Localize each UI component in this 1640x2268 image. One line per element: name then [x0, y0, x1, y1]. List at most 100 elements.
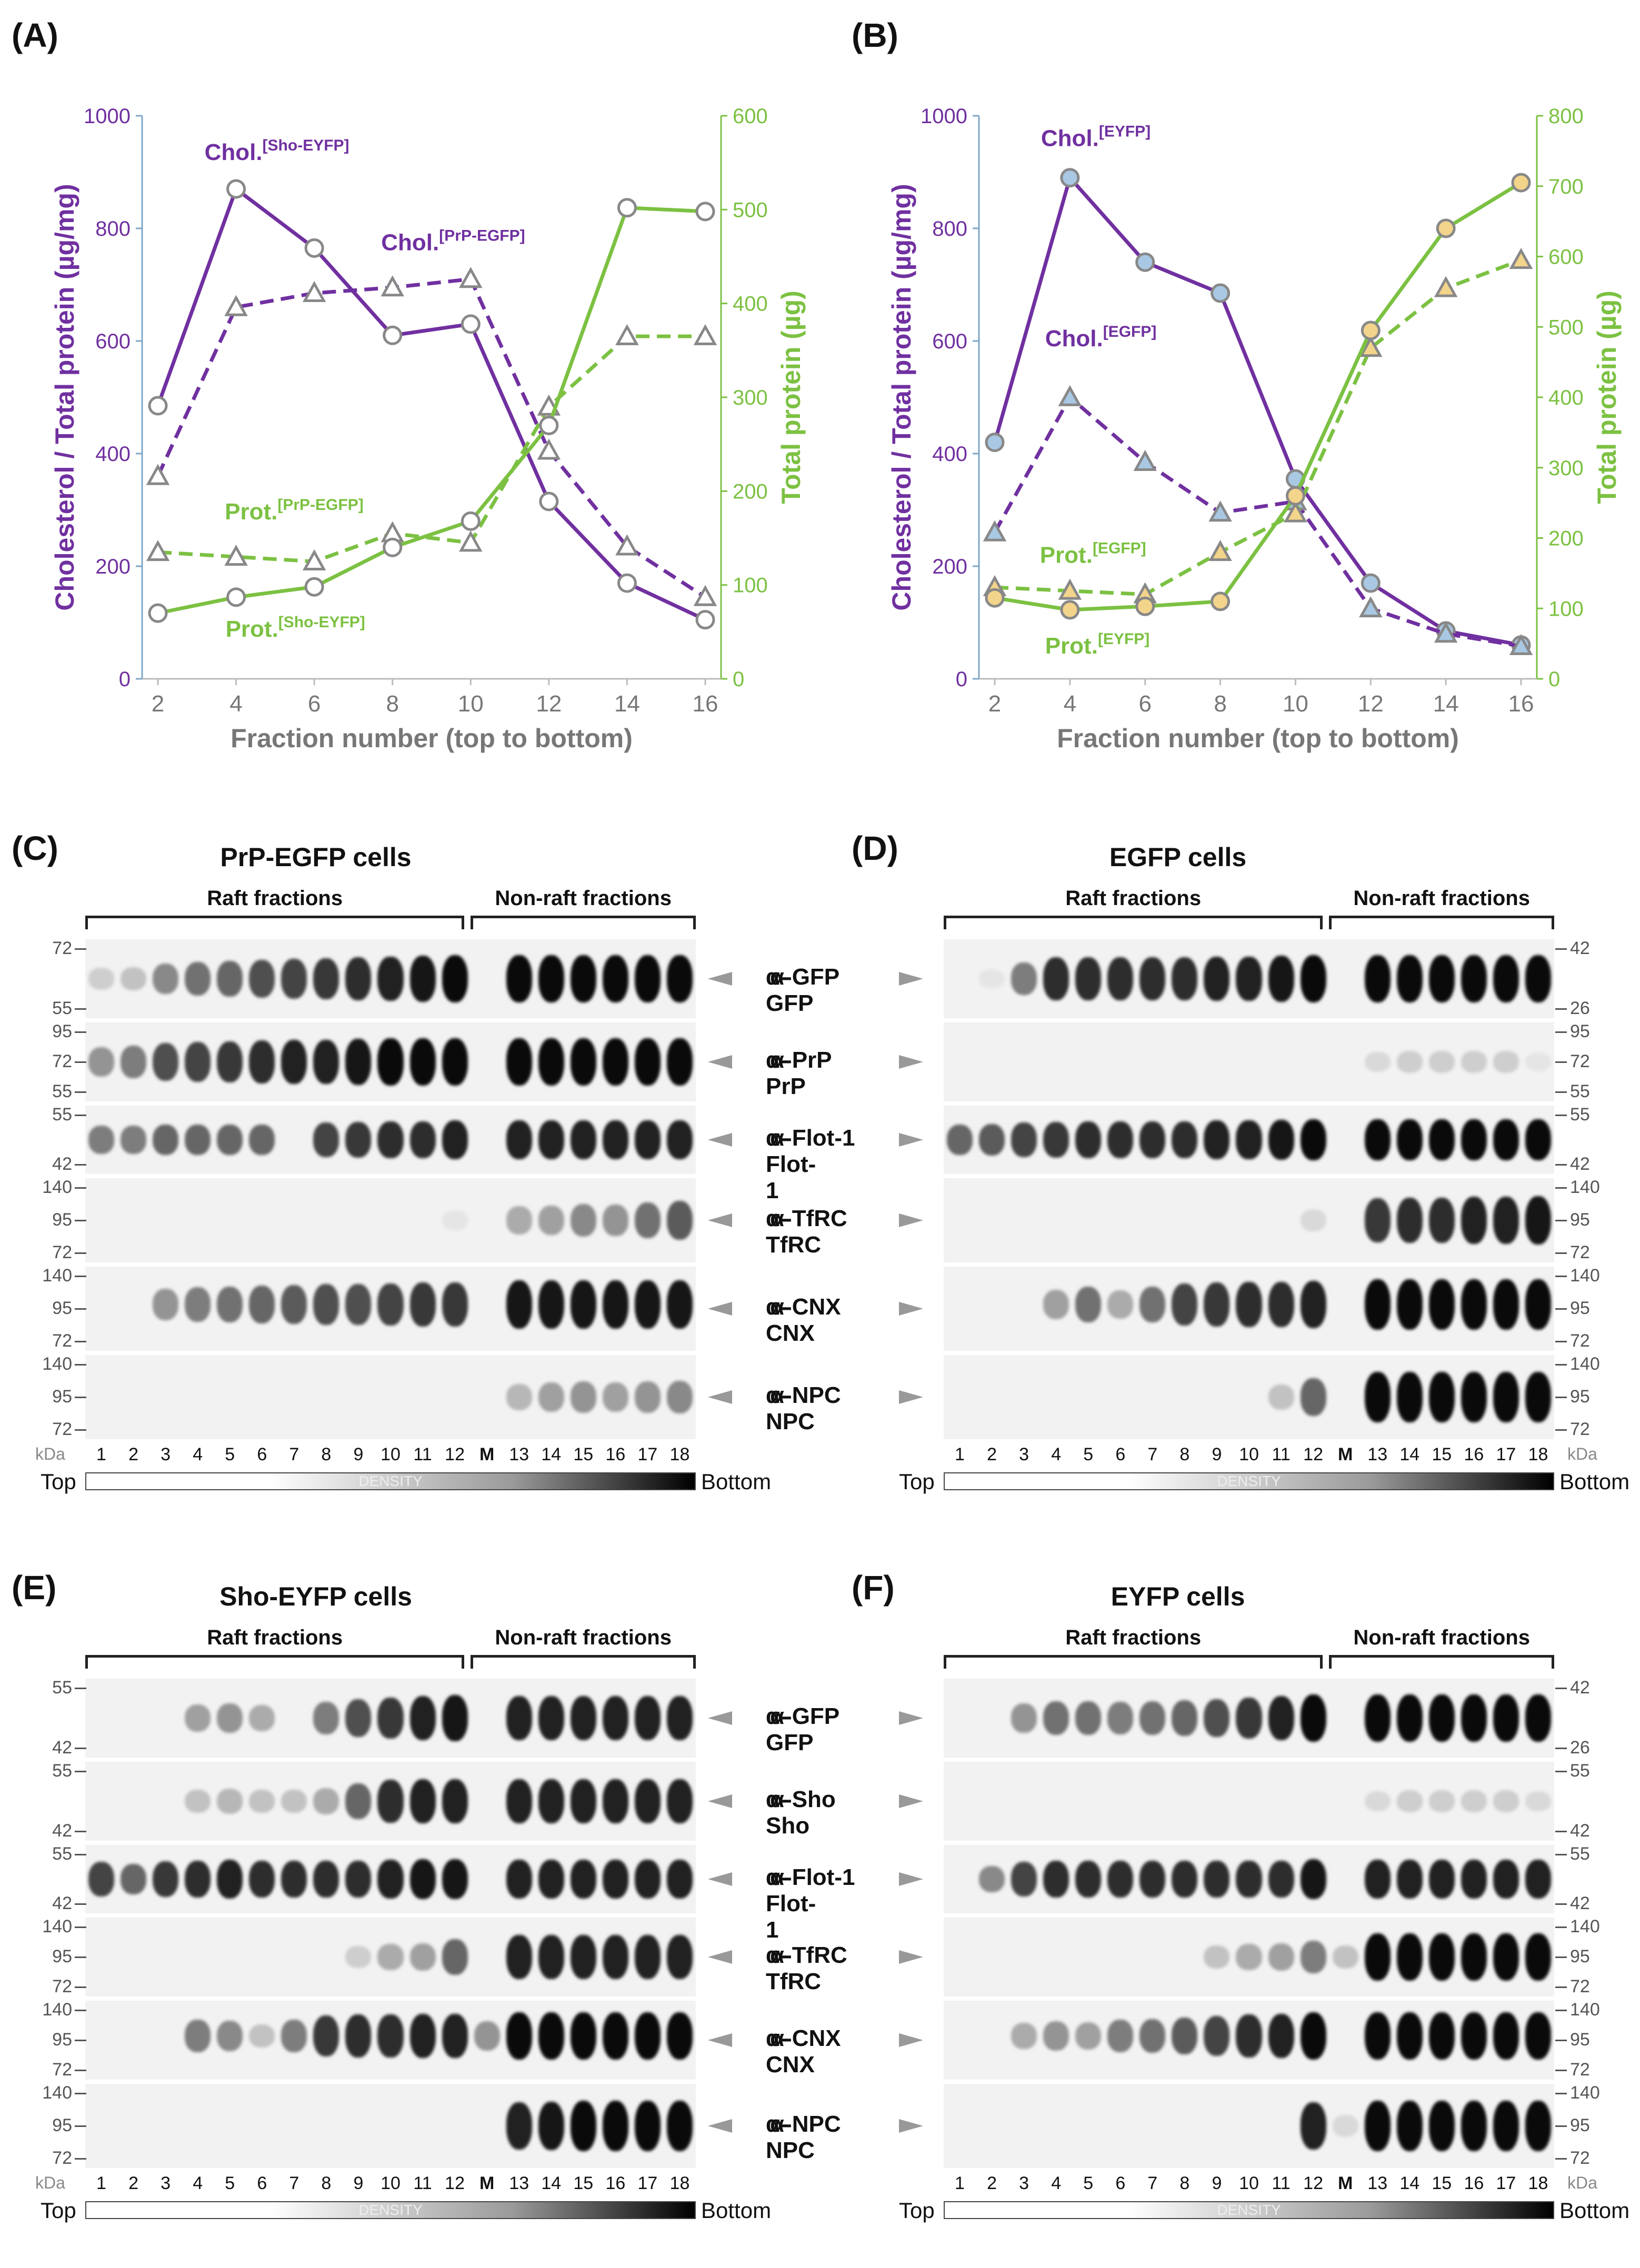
data-point	[985, 433, 1005, 453]
lane-number: 7	[1147, 2173, 1158, 2193]
x-tick-label: 2	[152, 691, 164, 717]
y-axis-label-left: Cholesterol / Total protein (µg/mg)	[887, 184, 916, 610]
nonraft-bracket	[1329, 1655, 1554, 1669]
data-point	[146, 540, 170, 561]
data-point	[617, 573, 637, 593]
blot-band	[634, 1120, 661, 1159]
blot-band	[1204, 956, 1230, 1001]
density-label: DENSITY	[1217, 1473, 1281, 1489]
blot-band	[153, 1124, 179, 1156]
mw-marker: 140	[1570, 1354, 1600, 1374]
blot-band	[1236, 1281, 1262, 1328]
blot-band	[1428, 955, 1455, 1002]
lane-number: 13	[509, 1444, 529, 1464]
blot-band	[1525, 1119, 1551, 1160]
series-line	[156, 186, 706, 621]
data-point	[1361, 573, 1381, 593]
mw-tick	[75, 2070, 86, 2071]
blot-band	[249, 1124, 275, 1156]
blot-band	[1396, 2101, 1423, 2151]
blot-band	[409, 1695, 436, 1741]
data-point	[224, 295, 248, 316]
band-arrow-icon	[899, 1213, 923, 1227]
series-line	[994, 181, 1522, 612]
lane-number: 1	[955, 2173, 965, 2193]
data-point	[1135, 596, 1155, 616]
density-top-label: Top	[41, 2198, 76, 2223]
blot-band	[602, 1695, 628, 1741]
data-point	[1361, 320, 1381, 340]
lane-number: 17	[637, 1444, 658, 1464]
lane-number: 8	[1179, 1444, 1190, 1464]
series-line	[157, 334, 705, 564]
data-point	[1208, 540, 1232, 561]
blot-band	[634, 955, 661, 1002]
mw-tick	[1555, 1187, 1567, 1189]
left-tick-label: 0	[119, 668, 131, 691]
blot-band	[1493, 1279, 1519, 1330]
x-tick-label: 14	[614, 691, 640, 717]
blot-band	[1139, 957, 1166, 1000]
data-point	[1359, 596, 1383, 618]
raft-label: Raft fractions	[1065, 887, 1202, 910]
blot-band	[1107, 2020, 1134, 2052]
blot-band	[1075, 1121, 1102, 1159]
mw-tick	[1555, 1831, 1567, 1832]
mw-tick	[75, 1926, 86, 1928]
mw-tick	[75, 1031, 86, 1033]
mw-tick	[1555, 1429, 1567, 1431]
blot-band	[1204, 1699, 1230, 1738]
lane-number: 18	[669, 1444, 690, 1464]
blot-strip	[944, 1355, 1554, 1439]
mw-marker: 72	[52, 1419, 72, 1439]
blot-band	[1461, 1279, 1487, 1330]
raft-bracket	[85, 1655, 465, 1669]
blot-band	[313, 1788, 339, 1815]
data-point	[1211, 591, 1231, 611]
blot-band	[602, 2101, 628, 2151]
blot-band	[1525, 1791, 1551, 1812]
blot-strip	[944, 2084, 1554, 2168]
data-point	[148, 396, 168, 416]
blot-band	[506, 2102, 532, 2150]
blot-band	[1268, 2013, 1294, 2059]
blot-strip	[944, 1022, 1554, 1101]
blot-band	[666, 1038, 693, 1086]
band-arrow-icon	[708, 972, 732, 986]
blot-strip	[85, 2084, 696, 2168]
blot-band	[538, 1205, 564, 1236]
lane-number: 10	[1239, 2173, 1259, 2193]
blot-band	[506, 2012, 532, 2060]
blot-band	[538, 1934, 564, 1980]
mw-tick	[75, 1429, 86, 1431]
blot-band	[666, 1779, 693, 1824]
mw-marker: 140	[42, 2083, 72, 2103]
mw-tick	[1555, 1276, 1567, 1277]
blot-band	[1461, 955, 1487, 1002]
series-label: Chol.[PrP-EGFP]	[381, 227, 525, 255]
data-point	[1434, 276, 1458, 297]
blot-band	[1268, 956, 1294, 1002]
density-gradient-bar	[85, 1472, 696, 1490]
blot-band	[377, 1860, 404, 1899]
blot-band	[153, 1861, 179, 1898]
blot-band	[281, 2020, 307, 2052]
blot-band	[538, 2012, 564, 2060]
data-point	[461, 511, 481, 531]
data-point	[539, 416, 559, 435]
blot-band	[570, 2101, 596, 2151]
mw-tick	[75, 1748, 86, 1749]
mw-marker: 42	[1570, 1893, 1590, 1913]
blot-band	[1236, 1120, 1262, 1159]
series-label: Prot.[PrP-EGFP]	[225, 496, 364, 525]
lane-number: 7	[289, 1444, 299, 1464]
band-arrow-icon	[708, 1133, 732, 1147]
series-line	[994, 258, 1522, 597]
mw-marker: 72	[52, 2148, 72, 2168]
blot-band	[249, 1789, 275, 1813]
blot-band	[1075, 1701, 1102, 1735]
kda-label: kDa	[35, 1444, 65, 1463]
band-arrow-icon	[708, 1711, 732, 1725]
mw-marker: 140	[1570, 1266, 1600, 1286]
blot-band	[1461, 2012, 1487, 2060]
